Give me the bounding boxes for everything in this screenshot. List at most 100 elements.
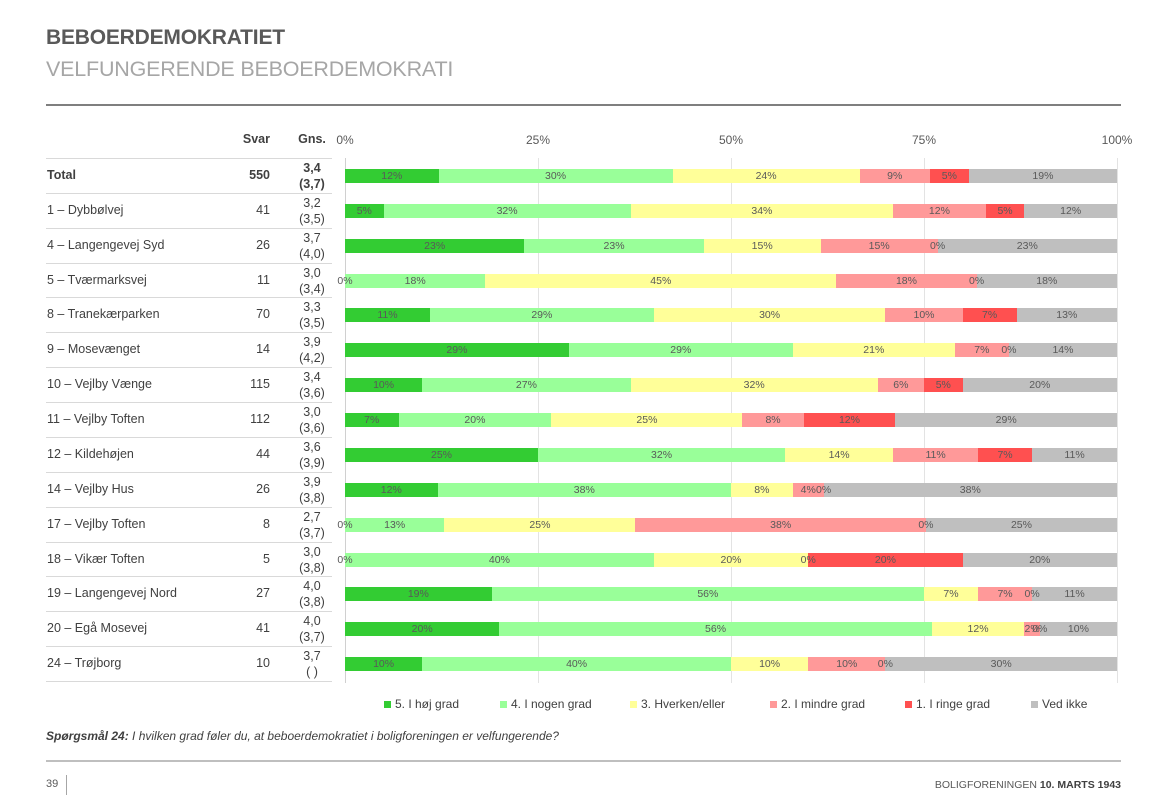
data-label: 27 bbox=[516, 378, 537, 392]
row-name: 12 – Kildehøjen bbox=[47, 446, 134, 461]
stacked-bar: 0 40 20 0 20 20 bbox=[337, 552, 1117, 567]
data-label: 8 bbox=[765, 413, 780, 427]
row-gns-average: 3,4 (3,6) bbox=[287, 369, 337, 401]
data-label: 7 bbox=[364, 413, 379, 427]
table-bottom-divider bbox=[46, 681, 332, 682]
data-label: 10 bbox=[373, 378, 394, 392]
data-label: 13 bbox=[1056, 308, 1077, 322]
data-label: 23 bbox=[1017, 239, 1038, 253]
gns-current: 3,9 bbox=[303, 335, 321, 350]
x-tick-label: 100% bbox=[1101, 133, 1133, 147]
row-gns-average: 2,7 (3,7) bbox=[287, 509, 337, 541]
legend-swatch-icon bbox=[630, 700, 637, 708]
data-label: 29 bbox=[670, 343, 691, 357]
data-label: 0 bbox=[816, 483, 831, 497]
row-gns-average: 3,3 (3,5) bbox=[287, 299, 337, 331]
gns-current: 3,0 bbox=[303, 544, 321, 559]
gns-previous: (3,7) bbox=[299, 525, 325, 540]
legend-label: 2. I mindre grad bbox=[781, 697, 866, 711]
row-svar-count: 112 bbox=[250, 412, 270, 427]
data-label: 14 bbox=[829, 448, 850, 462]
row-name: 1 – Dybbølvej bbox=[47, 202, 124, 217]
gns-previous: (3,5) bbox=[299, 211, 325, 226]
table-row: 14 – Vejlby Hus 26 3,9 (3,8) bbox=[46, 471, 332, 507]
data-label: 20 bbox=[1029, 378, 1050, 392]
gns-previous: (3,4) bbox=[299, 281, 325, 296]
data-label: 12 bbox=[929, 204, 950, 218]
row-gns-average: 3,4 (3,7) bbox=[287, 160, 337, 192]
header-divider bbox=[46, 104, 1121, 106]
data-label: 34 bbox=[751, 204, 772, 218]
data-label: 29 bbox=[531, 308, 552, 322]
data-label: 23 bbox=[424, 239, 445, 253]
legend-item: 3. Hverken/eller bbox=[630, 697, 725, 711]
table-row: 19 – Langengevej Nord 27 4,0 (3,8) bbox=[46, 576, 332, 611]
response-table: Total 550 3,4 (3,7) 1 – Dybbølvej 41 3,2 (3,5) 4… bbox=[46, 158, 332, 681]
legend-swatch-icon bbox=[1031, 700, 1038, 708]
data-label: 8 bbox=[754, 483, 769, 497]
data-label: 0 bbox=[1024, 587, 1039, 601]
table-row: 5 – Tværmarksvej 11 3,0 (3,4) bbox=[46, 262, 332, 298]
data-label: 7 bbox=[997, 448, 1012, 462]
data-label: 40 bbox=[489, 553, 510, 567]
stacked-bar: 29 29 21 70 14 bbox=[345, 343, 1117, 358]
legend-label: 3. Hverken/eller bbox=[641, 697, 726, 711]
row-name: 10 – Vejlby Vænge bbox=[47, 377, 152, 392]
row-name: 5 – Tværmarksvej bbox=[47, 272, 147, 287]
stacked-bar: 12 30 24 9 5 19 bbox=[345, 168, 1117, 183]
data-label: 25 bbox=[431, 448, 452, 462]
data-label: 7 bbox=[982, 308, 997, 322]
row-name: 8 – Tranekærparken bbox=[47, 307, 160, 322]
data-label: 20 bbox=[720, 553, 741, 567]
row-gns-average: 4,0 (3,8) bbox=[287, 578, 337, 610]
data-label: 0 bbox=[878, 657, 893, 671]
column-header-gns: Gns. bbox=[298, 132, 326, 146]
row-name: 18 – Vikær Toften bbox=[47, 551, 145, 566]
data-label: 10 bbox=[836, 657, 857, 671]
data-label: 30 bbox=[759, 308, 780, 322]
gns-current: 3,0 bbox=[303, 405, 321, 420]
table-row: 24 – Trøjborg 10 3,7( ) bbox=[46, 646, 332, 681]
data-label: 20 bbox=[875, 553, 896, 567]
data-label: 14 bbox=[1052, 343, 1073, 357]
table-row: 18 – Vikær Toften 5 3,0 (3,8) bbox=[46, 541, 332, 577]
data-label: 11 bbox=[377, 308, 397, 322]
legend-label: 5. I høj grad bbox=[395, 697, 460, 711]
gns-current: 3,6 bbox=[303, 439, 321, 454]
data-label: 20 bbox=[412, 622, 433, 636]
row-svar-count: 27 bbox=[256, 586, 270, 601]
data-label: 10 bbox=[373, 657, 394, 671]
row-name: 24 – Trøjborg bbox=[47, 656, 122, 671]
gns-previous: (3,8) bbox=[299, 595, 325, 610]
row-svar-count: 26 bbox=[256, 481, 270, 496]
data-label: 0 bbox=[801, 553, 816, 567]
legend-item: 2. I mindre grad bbox=[770, 697, 865, 711]
data-label: 38 bbox=[574, 483, 595, 497]
gns-previous: (3,7) bbox=[299, 630, 325, 645]
data-label: 12 bbox=[1060, 204, 1081, 218]
gns-previous: (4,2) bbox=[299, 351, 325, 366]
column-header-svar: Svar bbox=[242, 132, 270, 146]
stacked-bar: 10 40 10 10 0 30 bbox=[345, 657, 1117, 672]
data-label: 38 bbox=[960, 483, 981, 497]
stacked-bar: 0 18 45 18 0 18 bbox=[337, 273, 1117, 288]
data-label: 9 bbox=[887, 169, 902, 183]
data-label: 11 bbox=[1064, 448, 1084, 462]
row-svar-count: 41 bbox=[256, 202, 270, 217]
gns-current: 3,0 bbox=[303, 265, 321, 280]
row-gns-average: 3,7 (4,0) bbox=[287, 230, 337, 262]
data-label: 19 bbox=[1032, 169, 1053, 183]
data-label: 5 bbox=[997, 204, 1012, 218]
question-text: I hvilken grad føler du, at beboerdemokr… bbox=[128, 729, 559, 743]
row-svar-count: 41 bbox=[256, 621, 270, 636]
data-label: 18 bbox=[1036, 274, 1057, 288]
page-subtitle: VELFUNGERENDE BEBOERDEMOKRATI bbox=[46, 57, 454, 81]
data-label: 12 bbox=[381, 169, 402, 183]
question-caption: Spørgsmål 24: I hvilken grad føler du, a… bbox=[46, 729, 559, 743]
data-label: 18 bbox=[896, 274, 917, 288]
data-label: 40 bbox=[566, 657, 587, 671]
gns-previous: (3,9) bbox=[299, 455, 325, 470]
table-row: 8 – Tranekærparken 70 3,3 (3,5) bbox=[46, 297, 332, 332]
stacked-bar: 0 13 25 38 0 25 bbox=[337, 517, 1117, 532]
